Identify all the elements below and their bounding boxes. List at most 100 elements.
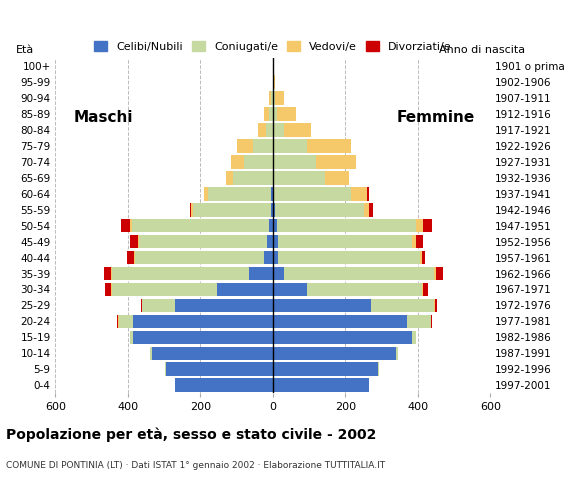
Bar xyxy=(269,219,273,232)
Bar xyxy=(396,347,398,360)
Bar xyxy=(307,283,422,296)
Bar xyxy=(130,235,137,249)
Bar xyxy=(267,235,273,249)
Bar xyxy=(271,91,273,105)
Bar xyxy=(278,235,412,249)
Bar xyxy=(237,139,253,153)
Text: Popolazione per età, sesso e stato civile - 2002: Popolazione per età, sesso e stato civil… xyxy=(6,428,376,442)
Bar xyxy=(378,362,379,376)
Bar xyxy=(141,299,142,312)
Bar xyxy=(351,187,367,201)
Bar xyxy=(423,283,428,296)
Bar xyxy=(111,267,249,280)
Bar xyxy=(264,107,269,121)
Bar xyxy=(273,362,378,376)
Bar xyxy=(259,123,266,137)
Bar xyxy=(434,299,435,312)
Bar xyxy=(274,75,276,89)
Text: Maschi: Maschi xyxy=(74,110,133,125)
Bar xyxy=(191,203,193,216)
Bar xyxy=(133,331,273,344)
Bar xyxy=(233,171,273,185)
Bar xyxy=(231,155,244,168)
Bar xyxy=(273,219,277,232)
Bar xyxy=(127,251,134,264)
Bar xyxy=(273,251,278,264)
Bar xyxy=(264,251,273,264)
Bar xyxy=(273,139,307,153)
Bar xyxy=(277,219,416,232)
Bar xyxy=(266,123,273,137)
Bar xyxy=(284,267,434,280)
Bar xyxy=(436,267,443,280)
Bar xyxy=(118,314,119,328)
Bar xyxy=(249,267,273,280)
Bar xyxy=(422,251,425,264)
Bar xyxy=(412,235,416,249)
Bar xyxy=(317,155,356,168)
Bar xyxy=(204,187,208,201)
Bar xyxy=(175,378,273,392)
Bar xyxy=(130,219,132,232)
Text: Anno di nascita: Anno di nascita xyxy=(439,45,525,55)
Bar xyxy=(278,251,420,264)
Bar xyxy=(166,362,273,376)
Bar xyxy=(226,171,233,185)
Bar xyxy=(253,139,273,153)
Bar xyxy=(412,331,416,344)
Bar xyxy=(130,331,133,344)
Bar xyxy=(208,187,271,201)
Bar xyxy=(307,139,351,153)
Bar xyxy=(325,171,349,185)
Bar xyxy=(273,203,275,216)
Bar xyxy=(121,219,130,232)
Bar xyxy=(273,75,274,89)
Bar xyxy=(244,155,273,168)
Bar xyxy=(275,91,284,105)
Bar xyxy=(119,314,133,328)
Bar xyxy=(430,314,432,328)
Bar xyxy=(364,203,369,216)
Bar xyxy=(271,203,273,216)
Bar xyxy=(269,91,271,105)
Bar xyxy=(190,203,191,216)
Bar xyxy=(273,314,407,328)
Bar xyxy=(407,314,430,328)
Bar xyxy=(134,251,135,264)
Bar xyxy=(151,347,273,360)
Bar xyxy=(133,314,273,328)
Bar xyxy=(111,283,217,296)
Bar xyxy=(137,235,139,249)
Bar xyxy=(273,123,284,137)
Text: Femmine: Femmine xyxy=(396,110,474,125)
Text: Età: Età xyxy=(16,45,35,55)
Bar xyxy=(273,91,275,105)
Bar xyxy=(150,347,151,360)
Bar xyxy=(273,107,277,121)
Bar xyxy=(273,267,284,280)
Bar xyxy=(117,314,118,328)
Bar xyxy=(142,299,143,312)
Bar xyxy=(135,251,264,264)
Bar xyxy=(435,299,437,312)
Bar xyxy=(104,267,111,280)
Bar xyxy=(275,203,364,216)
Bar xyxy=(273,187,351,201)
Bar xyxy=(273,347,396,360)
Bar xyxy=(284,123,311,137)
Bar xyxy=(273,171,325,185)
Bar xyxy=(420,251,422,264)
Bar xyxy=(273,235,278,249)
Bar xyxy=(106,283,111,296)
Bar xyxy=(369,203,372,216)
Bar xyxy=(273,155,317,168)
Bar xyxy=(277,107,296,121)
Bar xyxy=(273,378,369,392)
Legend: Celibi/Nubili, Coniugati/e, Vedovi/e, Divorziati/e: Celibi/Nubili, Coniugati/e, Vedovi/e, Di… xyxy=(90,37,456,56)
Bar xyxy=(367,187,369,201)
Bar xyxy=(271,187,273,201)
Bar xyxy=(269,107,273,121)
Bar xyxy=(273,283,307,296)
Bar xyxy=(132,219,269,232)
Bar xyxy=(139,235,267,249)
